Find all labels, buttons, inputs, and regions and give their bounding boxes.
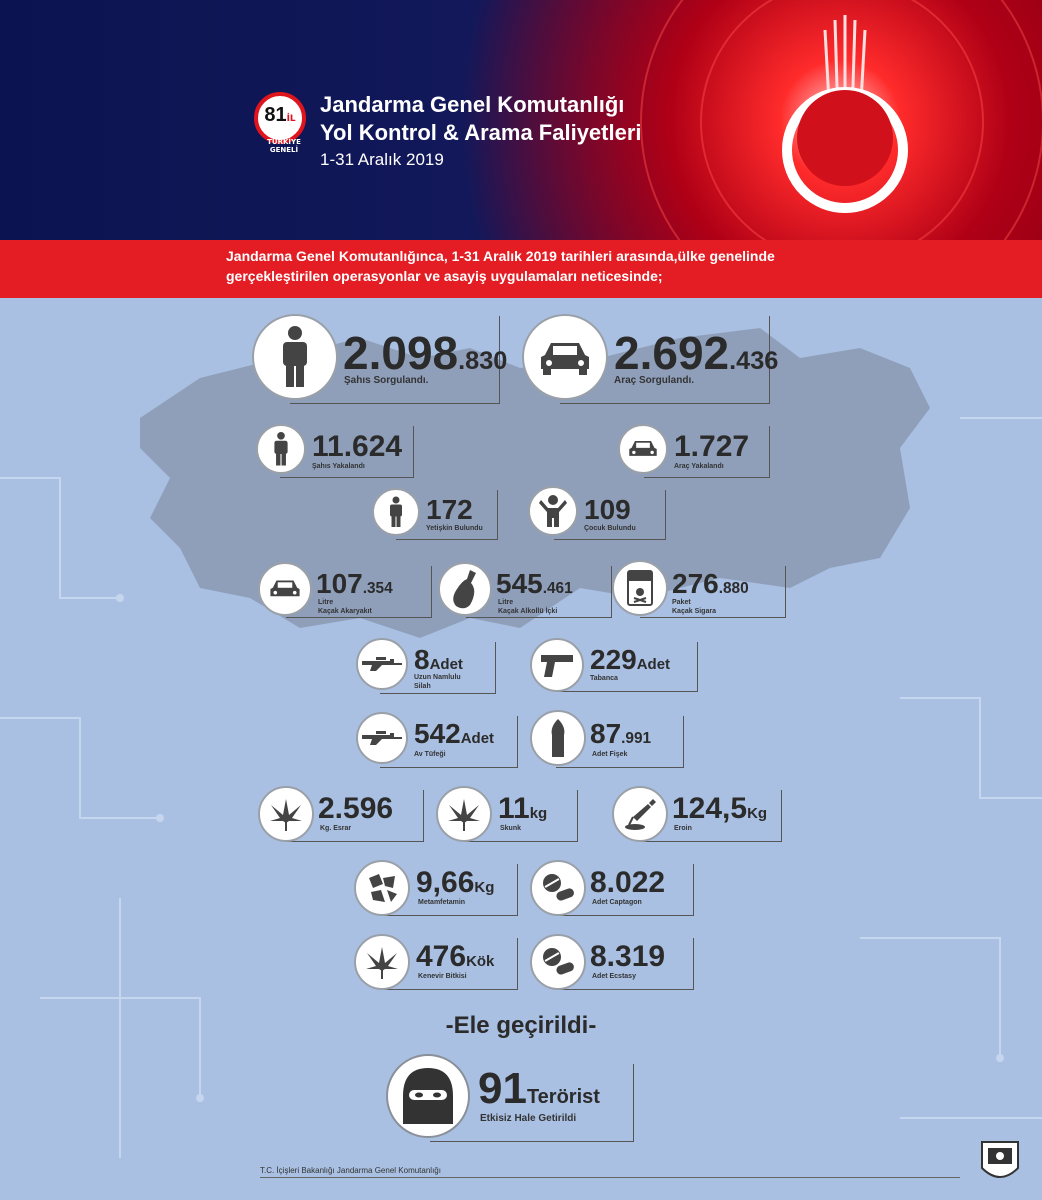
- captagon-value: 8.022: [590, 866, 666, 899]
- 81-il-logo: 81İL TÜRKİYE GENELİ: [254, 92, 306, 154]
- alkol-value: 545: [496, 568, 543, 599]
- bottle-icon: [438, 562, 492, 616]
- logo-subtitle: TÜRKİYE GENELİ: [267, 138, 301, 154]
- cannabis-leaf-icon: [354, 934, 410, 990]
- kenevir-label: Kenevir Bitkisi: [418, 973, 467, 980]
- metamfetamin-label: Metamfetamin: [418, 899, 466, 906]
- akaryakit-value: 107: [316, 568, 363, 599]
- seized-heading: -Ele geçirildi-: [445, 1012, 597, 1039]
- turkey-map-background: [0, 328, 1042, 1158]
- tabanca-unit: Adet: [636, 656, 671, 673]
- footer-text: T.C. İçişleri Bakanlığı Jandarma Genel K…: [260, 1166, 441, 1175]
- date-range: 1-31 Aralık 2019: [320, 150, 444, 169]
- turkey-land: [140, 328, 930, 638]
- pills-icon: [530, 934, 586, 990]
- tabanca-value: 229: [590, 644, 637, 675]
- terorist-value: 91: [478, 1064, 527, 1113]
- eroin-label: Eroin: [674, 825, 692, 832]
- metamfetamin-value: 9,66: [416, 866, 475, 899]
- arac-sorgu-value: 2.692: [614, 327, 730, 379]
- yetiskin-label: Yetişkin Bulundu: [426, 525, 483, 532]
- terorist-label: Etkisiz Hale Getirildi: [480, 1113, 577, 1124]
- person-icon: [256, 424, 306, 474]
- logo-il: İL: [286, 114, 296, 124]
- gendarmerie-crest-icon: [981, 1141, 1019, 1178]
- esrar-value: 2.596: [318, 792, 394, 825]
- akaryakit-label-1: Litre: [318, 599, 334, 606]
- sigara-label-1: Paket: [672, 599, 691, 606]
- pistol-icon: [530, 638, 584, 692]
- av-tufegi-label: Av Tüfeği: [414, 751, 446, 758]
- cigarette-pack-icon: [612, 560, 668, 616]
- logo-number: 81: [264, 104, 287, 126]
- kenevir-unit: Kök: [466, 953, 495, 970]
- sahis-yakala-label: Şahıs Yakalandı: [312, 463, 365, 470]
- cannabis-leaf-icon: [258, 786, 314, 842]
- terorist-unit: Terörist: [526, 1086, 600, 1108]
- rifle-icon: [356, 712, 408, 764]
- crescent-star-emblem: [782, 15, 908, 213]
- fisek-value: 87: [590, 718, 622, 749]
- intro-line-1: Jandarma Genel Komutanlığınca, 1-31 Aral…: [226, 248, 775, 264]
- ecstasy-value: 8.319: [590, 940, 666, 973]
- arac-sorgu-label: Araç Sorgulandı.: [614, 375, 695, 386]
- intro-bar: Jandarma Genel Komutanlığınca, 1-31 Aral…: [0, 240, 1042, 298]
- captagon-label: Adet Captagon: [592, 899, 642, 906]
- ecstasy-label: Adet Ecstasy: [592, 973, 636, 980]
- alkol-label-1: Litre: [498, 599, 514, 606]
- person-icon: [372, 488, 420, 536]
- car-icon: [618, 424, 668, 474]
- akaryakit-label-2: Kaçak Akaryakıt: [318, 608, 372, 615]
- alkol-label-2: Kaçak Alkollü İçki: [498, 608, 558, 615]
- cannabis-leaf-icon: [436, 786, 492, 842]
- uzun-silah-value: 8: [414, 644, 430, 675]
- skunk-unit: kg: [529, 805, 548, 822]
- sahis-sorgu-value-small: .830: [458, 347, 508, 375]
- esrar-label: Kg. Esrar: [320, 825, 352, 832]
- person-icon: [252, 314, 338, 400]
- sigara-label-2: Kaçak Sigara: [672, 608, 716, 615]
- kenevir-value: 476: [416, 940, 467, 973]
- pills-icon: [530, 860, 586, 916]
- crystal-icon: [354, 860, 410, 916]
- skunk-label: Skunk: [500, 825, 522, 832]
- masked-face-icon: [386, 1054, 470, 1138]
- uzun-silah-unit: Adet: [429, 656, 463, 673]
- title-line-1: Jandarma Genel Komutanlığı: [320, 92, 625, 117]
- skunk-value: 11: [498, 792, 530, 825]
- alkol-value-small: .461: [542, 580, 573, 597]
- sigara-value-small: .880: [718, 580, 749, 597]
- arac-sorgu-value-small: .436: [729, 347, 779, 375]
- title-line-2: Yol Kontrol & Arama Faliyetleri: [320, 120, 642, 145]
- sahis-yakala-value: 11.624: [312, 430, 403, 463]
- rifle-icon: [356, 638, 408, 690]
- uzun-silah-label-1: Uzun Namlulu: [414, 674, 461, 681]
- arac-yakala-label: Araç Yakalandı: [674, 463, 724, 470]
- tabanca-label: Tabanca: [590, 675, 618, 682]
- syringe-icon: [612, 786, 668, 842]
- sahis-sorgu-value: 2.098: [343, 327, 459, 379]
- sahis-sorgu-label: Şahıs Sorgulandı.: [344, 375, 429, 386]
- child-icon: [528, 486, 578, 536]
- metamfetamin-unit: Kg: [474, 879, 495, 896]
- av-tufegi-value: 542: [414, 718, 461, 749]
- uzun-silah-label-2: Silah: [414, 683, 431, 690]
- footer-divider: [260, 1177, 960, 1178]
- fisek-label: Adet Fişek: [592, 751, 628, 758]
- intro-line-2: gerçekleştirilen operasyonlar ve asayiş …: [226, 268, 663, 284]
- bullet-icon: [530, 710, 586, 766]
- arac-yakala-value: 1.727: [674, 430, 750, 463]
- eroin-value: 124,5: [672, 792, 748, 825]
- cocuk-value: 109: [584, 494, 631, 525]
- header-banner: 81İL TÜRKİYE GENELİ Jandarma Genel Komut…: [0, 0, 1042, 240]
- av-tufegi-unit: Adet: [460, 730, 495, 747]
- car-icon: [522, 314, 608, 400]
- cocuk-label: Çocuk Bulundu: [584, 525, 636, 532]
- akaryakit-value-small: .354: [362, 580, 393, 597]
- fisek-value-small: .991: [621, 730, 652, 747]
- sigara-value: 276: [672, 568, 719, 599]
- eroin-unit: Kg: [747, 805, 768, 822]
- car-icon: [258, 562, 312, 616]
- yetiskin-value: 172: [426, 494, 473, 525]
